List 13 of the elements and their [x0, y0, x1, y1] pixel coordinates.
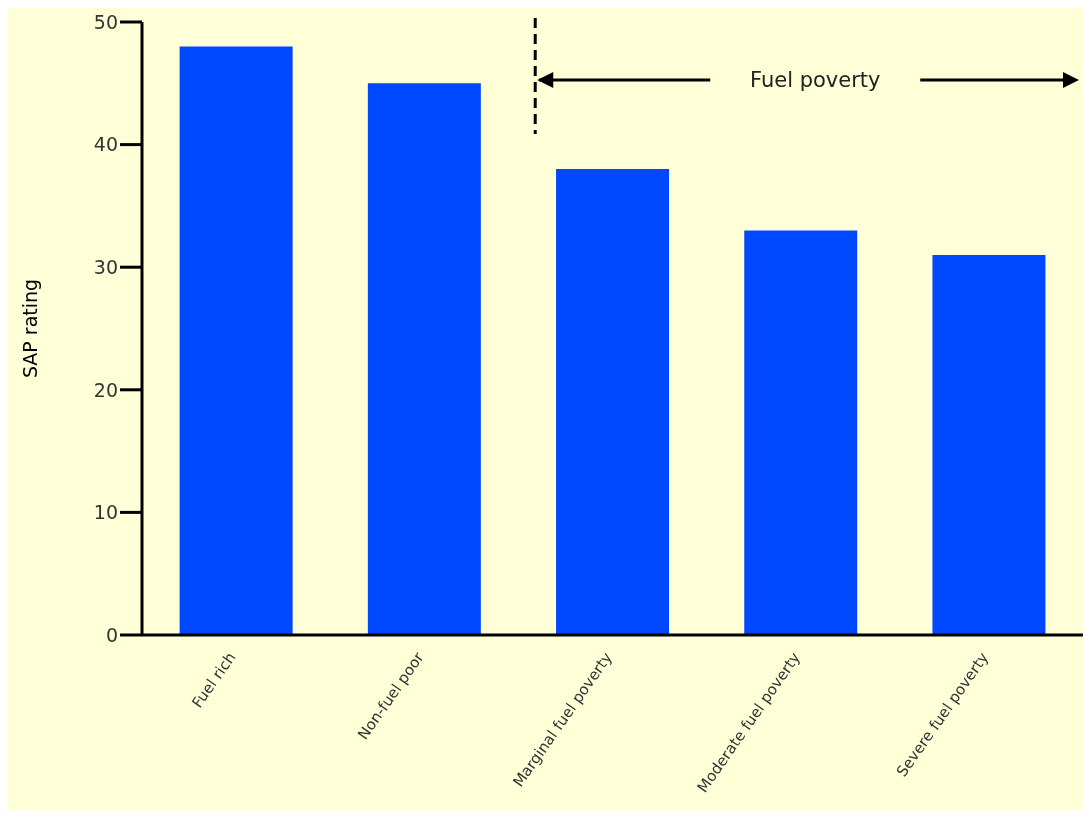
y-tick-label: 30 — [93, 255, 118, 278]
y-tick-label: 10 — [93, 501, 118, 524]
bar — [932, 254, 1046, 635]
bar — [744, 230, 858, 635]
bar — [367, 83, 481, 635]
y-tick-label: 50 — [93, 10, 118, 33]
y-tick-label: 0 — [105, 623, 118, 646]
y-tick-label: 20 — [93, 378, 118, 401]
bar — [556, 169, 670, 635]
bar — [179, 46, 293, 635]
annotation: Fuel poverty — [749, 68, 881, 92]
y-axis-title: SAP rating — [18, 278, 41, 379]
y-tick-label: 40 — [93, 133, 118, 156]
